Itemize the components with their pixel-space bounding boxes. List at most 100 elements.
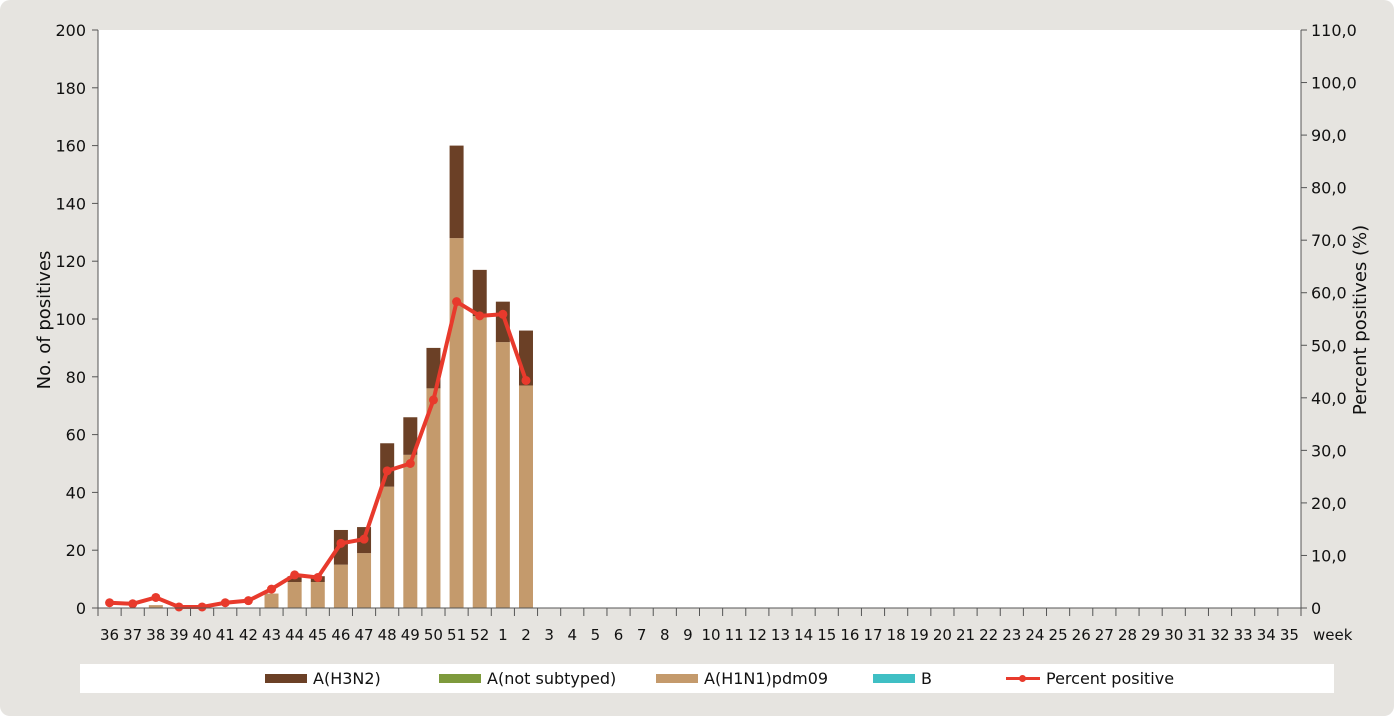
bar-a-h1n1-pdm09-week-38 [148,605,163,608]
y-tick-label: 20 [66,541,86,560]
legend-swatch-h3n2 [265,674,307,683]
x-tick-label-week-7: 7 [637,626,647,644]
x-tick-label-week-18: 18 [887,626,906,644]
y-tick-label: 80 [66,368,86,387]
x-tick-label-week-26: 26 [1072,626,1091,644]
percent-positive-point-week-52 [475,311,485,321]
y-tick-label: 140 [55,194,86,213]
percent-positive-point-week-50 [428,395,438,405]
x-tick-label-week-32: 32 [1210,626,1229,644]
legend-swatch-h1n1 [656,674,698,683]
y-tick-label: 0 [76,599,86,618]
percent-positive-point-week-46 [336,538,346,548]
bars-layer [148,145,533,608]
x-tick-label-week-20: 20 [933,626,952,644]
legend-item-h3n2: A(H3N2) [265,664,381,693]
bar-a-h1n1-pdm09-week-43 [264,593,279,608]
plot-area [98,30,1301,608]
legend-item-not-subtyped: A(not subtyped) [439,664,616,693]
percent-line-layer [105,297,531,612]
bar-a-h1n1-pdm09-week-47 [357,553,372,608]
bar-a-h3n2--week-49 [403,417,418,455]
x-tick-label-week-23: 23 [1002,626,1021,644]
axes-layer: 020406080100120140160180200010,020,030,0… [55,21,1356,644]
y2-axis-title: Percent positives (%) [1350,225,1371,415]
percent-positive-point-week-37 [128,599,138,609]
x-tick-label-week-10: 10 [702,626,721,644]
y2-tick-label: 110,0 [1311,21,1357,40]
x-tick-label-week-12: 12 [748,626,767,644]
percent-positive-point-week-44 [290,570,300,580]
x-tick-label-week-50: 50 [424,626,443,644]
x-tick-label-week-5: 5 [591,626,601,644]
y2-tick-label: 20,0 [1311,494,1347,513]
x-tick-label-week-33: 33 [1234,626,1253,644]
x-tick-label-week-28: 28 [1118,626,1137,644]
legend-swatch-not-subtyped [439,674,481,683]
x-tick-label-week-29: 29 [1141,626,1160,644]
legend-label-not-subtyped: A(not subtyped) [487,669,617,688]
percent-positive-point-week-1 [498,309,508,319]
bar-a-h1n1-pdm09-week-46 [333,564,348,608]
x-tick-label-week-44: 44 [285,626,304,644]
y-tick-label: 160 [55,137,86,156]
x-tick-label-week-38: 38 [146,626,165,644]
bar-a-h1n1-pdm09-week-45 [310,581,325,608]
legend-label-h1n1: A(H1N1)pdm09 [704,669,829,688]
x-tick-label-week-13: 13 [771,626,790,644]
bar-a-h1n1-pdm09-week-44 [287,581,302,608]
legend-swatch-b [873,674,915,683]
x-tick-label-week-9: 9 [683,626,693,644]
bar-a-h3n2--week-52 [472,269,487,317]
y-tick-label: 100 [55,310,86,329]
percent-positive-point-week-41 [220,598,230,608]
y2-tick-label: 10,0 [1311,546,1347,565]
x-tick-label-week-52: 52 [470,626,489,644]
x-tick-label-week-19: 19 [910,626,929,644]
percent-positive-point-week-39 [174,602,184,612]
y2-tick-label: 0 [1311,599,1321,618]
y2-tick-label: 40,0 [1311,389,1347,408]
y-tick-label: 60 [66,426,86,445]
percent-positive-point-week-51 [452,297,462,307]
percent-positive-point-week-40 [197,602,207,612]
percent-positive-point-week-43 [267,584,277,594]
y2-tick-label: 70,0 [1311,231,1347,250]
x-tick-label-week-31: 31 [1187,626,1206,644]
x-tick-label-week-36: 36 [100,626,119,644]
bar-a-h1n1-pdm09-week-52 [472,316,487,608]
bar-a-h1n1-pdm09-week-48 [380,486,395,608]
x-tick-label-week-3: 3 [544,626,554,644]
x-tick-label-week-49: 49 [401,626,420,644]
y-tick-label: 180 [55,79,86,98]
x-tick-label-week-15: 15 [817,626,836,644]
x-tick-label-week-42: 42 [239,626,258,644]
percent-positive-point-week-42 [243,596,253,606]
x-tick-label-week-30: 30 [1164,626,1183,644]
legend-label-b: B [921,669,932,688]
x-tick-label-week-34: 34 [1257,626,1276,644]
bar-a-h1n1-pdm09-week-50 [426,388,441,608]
x-tick-label-week-14: 14 [794,626,813,644]
y-tick-label: 120 [55,252,86,271]
x-tick-label-week-11: 11 [725,626,744,644]
x-tick-label-week-2: 2 [521,626,531,644]
y2-tick-label: 80,0 [1311,179,1347,198]
x-tick-label-week-6: 6 [614,626,624,644]
y2-tick-label: 30,0 [1311,441,1347,460]
x-tick-label-week-24: 24 [1025,626,1044,644]
x-tick-label-week-51: 51 [447,626,466,644]
legend: A(H3N2) A(not subtyped) A(H1N1)pdm09 B P… [80,664,1334,693]
x-tick-label-week-4: 4 [567,626,577,644]
percent-positive-point-week-36 [105,598,115,608]
legend-label-h3n2: A(H3N2) [313,669,381,688]
x-tick-label-week-46: 46 [331,626,350,644]
x-tick-label-week-43: 43 [262,626,281,644]
legend-label-percent-positive: Percent positive [1046,669,1175,688]
x-tick-label-week-22: 22 [979,626,998,644]
percent-positive-point-week-2 [521,375,531,385]
x-tick-label-week-37: 37 [123,626,142,644]
y-tick-label: 40 [66,483,86,502]
bar-a-h1n1-pdm09-week-51 [449,238,464,608]
percent-positive-point-week-38 [151,592,161,602]
